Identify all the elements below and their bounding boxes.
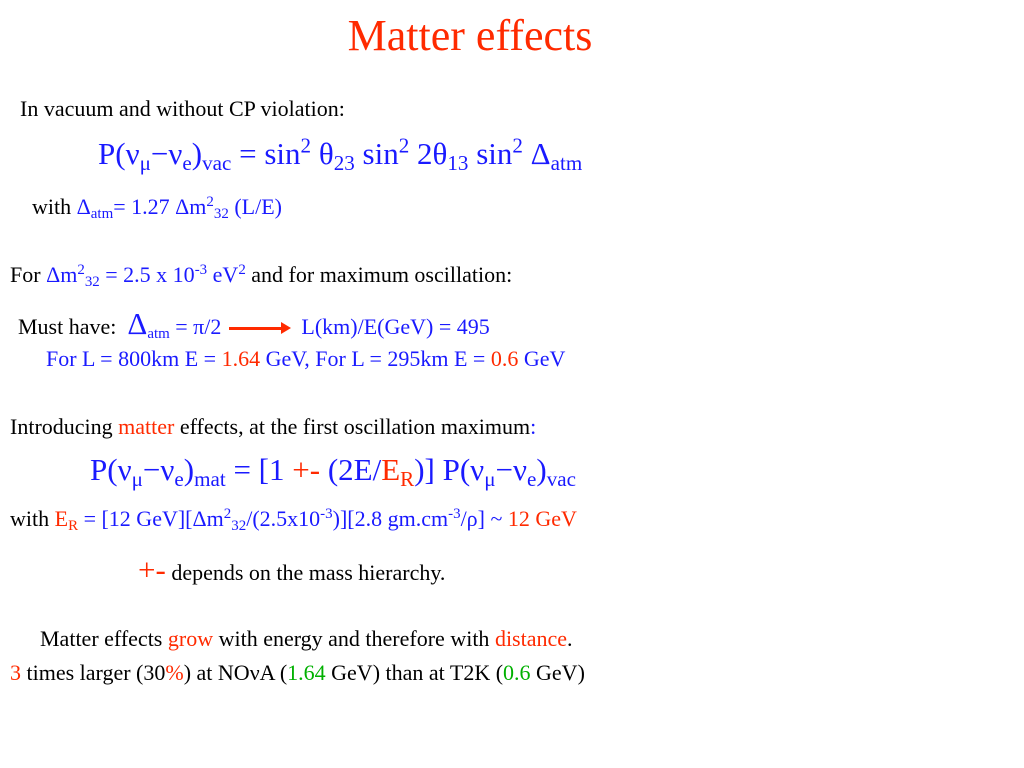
right-arrow-icon	[229, 322, 292, 335]
slide-title: Matter effects	[347, 11, 593, 60]
matter-probability-formula: P(νμ−νe)mat = [1 +- (2E/ER)] P(νμ−νe)vac	[90, 452, 576, 491]
baseline-energy-line: For L = 800km E = 1.64 GeV, For L = 295k…	[46, 346, 566, 371]
matter-intro-text: Introducing matter effects, at the first…	[10, 414, 537, 439]
delta-atm-definition: with Δatm= 1.27 Δm232 (L/E)	[32, 193, 282, 223]
nova-t2k-comparison-text: 3 times larger (30%) at NOνA (1.64 GeV) …	[10, 660, 585, 685]
must-have-line: Must have: Δatm = π/2 L(km)/E(GeV) = 495	[18, 306, 490, 343]
grow-with-distance-text: Matter effects grow with energy and ther…	[40, 626, 573, 651]
mass-hierarchy-note: +- depends on the mass hierarchy.	[138, 552, 446, 587]
resonance-energy-definition: with ER = [12 GeV][Δm232/(2.5x10-3)][2.8…	[10, 505, 577, 535]
vacuum-intro-text: In vacuum and without CP violation:	[20, 96, 345, 121]
vacuum-probability-formula: P(νμ−νe)vac = sin2 θ23 sin2 2θ13 sin2 Δa…	[98, 133, 583, 175]
max-oscillation-condition: For Δm232 = 2.5 x 10-3 eV2 and for maxim…	[10, 261, 513, 291]
